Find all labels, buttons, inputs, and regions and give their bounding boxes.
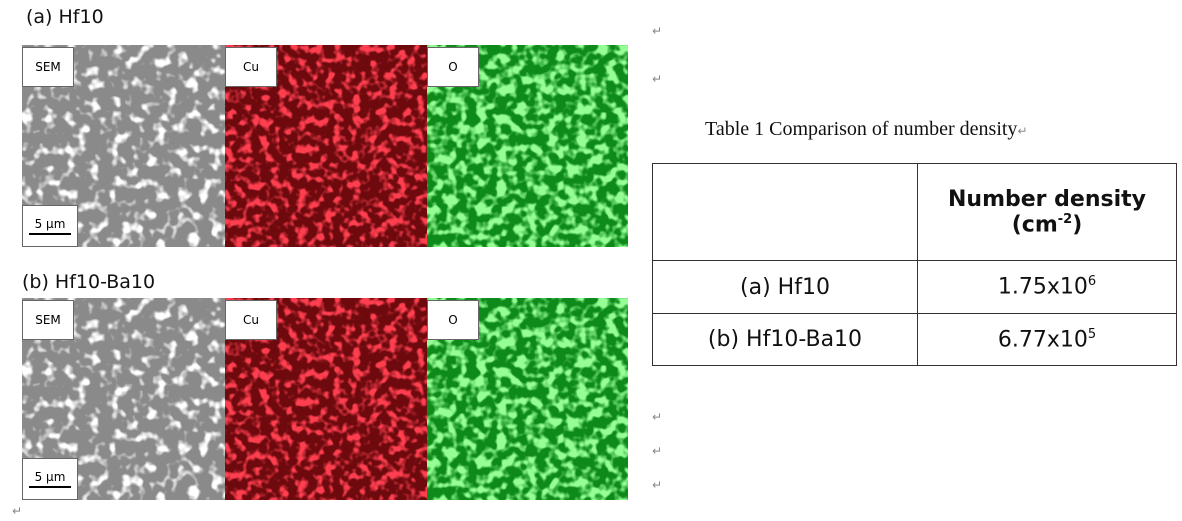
header-text: Number density xyxy=(948,186,1146,212)
value-cell: 6.77x105 xyxy=(917,313,1177,366)
paragraph-mark: ↵ xyxy=(652,72,663,86)
sample-cell: (b) Hf10-Ba10 xyxy=(652,313,918,366)
scale-bar: 5 µm xyxy=(22,458,78,500)
sample-cell: (a) Hf10 xyxy=(652,260,918,314)
micrograph: O xyxy=(427,298,628,500)
empty-cell xyxy=(652,163,918,261)
map-label: Cu xyxy=(225,300,277,340)
density-table: Number density (cm-2) (a) Hf10 1.75x106 (… xyxy=(652,163,1177,366)
table-title-text: Table 1 Comparison of number density xyxy=(705,118,1018,140)
value-base: 1.75x10 xyxy=(997,274,1088,300)
paragraph-mark: ↵ xyxy=(652,444,663,458)
map-label: SEM xyxy=(22,300,74,340)
micrograph: SEM 5 µm xyxy=(22,298,225,500)
header-cell: Number density (cm-2) xyxy=(917,163,1177,261)
paragraph-mark: ↵ xyxy=(1017,124,1028,138)
value-base: 6.77x10 xyxy=(997,327,1088,353)
paragraph-mark: ↵ xyxy=(12,504,23,518)
map-label: O xyxy=(427,47,479,87)
paragraph-mark: ↵ xyxy=(652,410,663,424)
table-title: Table 1 Comparison of number density↵ xyxy=(705,118,1028,141)
scale-text: 5 µm xyxy=(34,470,66,484)
map-label: SEM xyxy=(22,47,74,87)
paragraph-mark: ↵ xyxy=(652,24,663,38)
unit: ) xyxy=(1072,212,1083,238)
unit: (cm xyxy=(1011,212,1058,238)
scale-bar: 5 µm xyxy=(22,205,78,247)
scale-line xyxy=(29,486,71,488)
value-cell: 1.75x106 xyxy=(917,260,1177,314)
micrograph: Cu xyxy=(225,298,427,500)
panel-label: (b) Hf10-Ba10 xyxy=(22,271,156,293)
micrograph: O xyxy=(427,45,628,247)
micrograph: SEM 5 µm xyxy=(22,45,225,247)
micrograph: Cu xyxy=(225,45,427,247)
value-exponent: 6 xyxy=(1087,274,1097,290)
map-label: Cu xyxy=(225,47,277,87)
panel-label: (a) Hf10 xyxy=(26,6,104,28)
scale-text: 5 µm xyxy=(34,217,66,231)
value-exponent: 5 xyxy=(1087,326,1097,342)
unit-exponent: -2 xyxy=(1057,211,1073,227)
paragraph-mark: ↵ xyxy=(652,478,663,492)
scale-line xyxy=(29,233,71,235)
map-label: O xyxy=(427,300,479,340)
